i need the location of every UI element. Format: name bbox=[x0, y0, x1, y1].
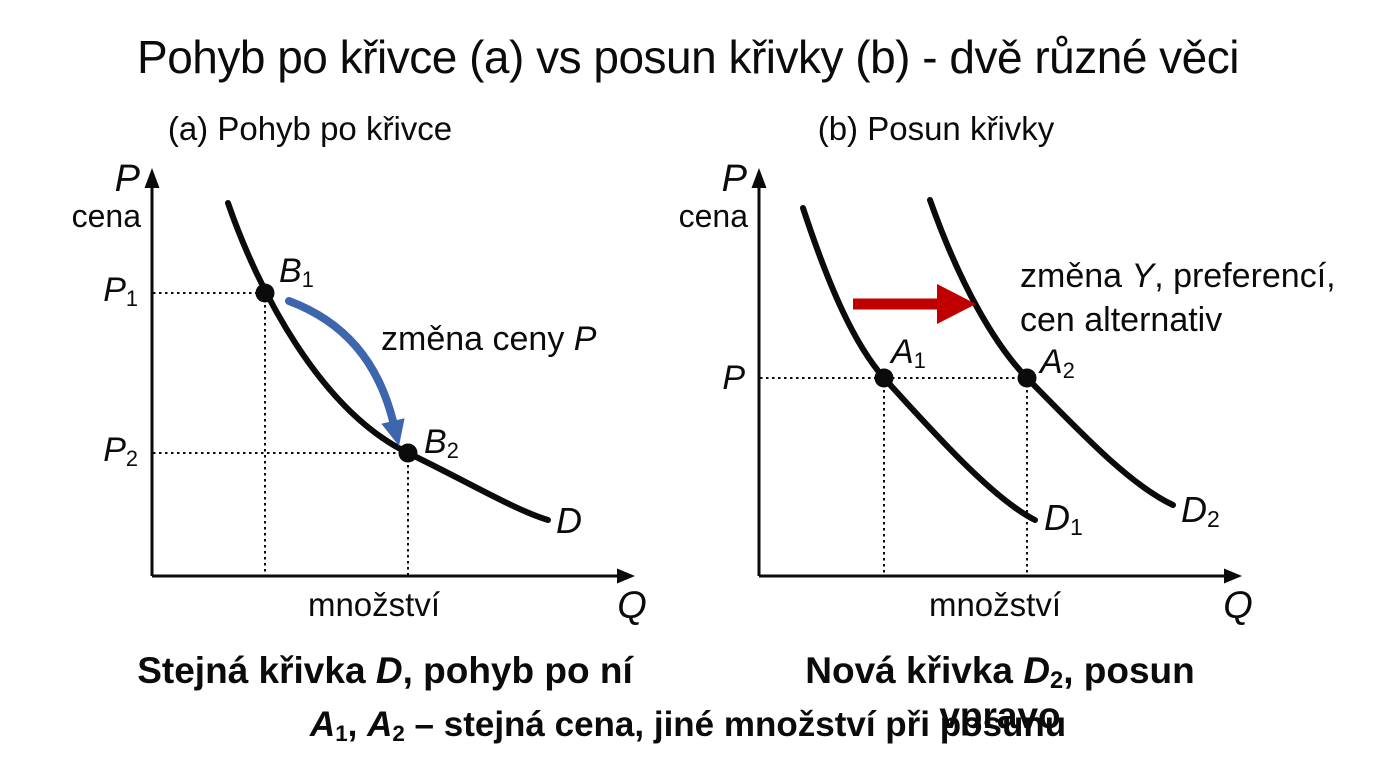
a-point-b1 bbox=[255, 283, 275, 303]
text-part: změna bbox=[1020, 257, 1132, 295]
text-part: D bbox=[1044, 497, 1070, 538]
b-x-axis-word: množství bbox=[928, 586, 1062, 623]
a-y-axis-letter: P bbox=[114, 158, 140, 200]
a-movement-arrow bbox=[285, 297, 397, 425]
a-price-p2-label: P2 bbox=[88, 431, 138, 471]
text-part: , preferencí, bbox=[1154, 257, 1336, 295]
text-part: změna ceny bbox=[381, 320, 574, 358]
text-part: 2 bbox=[1062, 357, 1075, 383]
b-curve-d1-label: D1 bbox=[1044, 497, 1083, 541]
b-point-a2 bbox=[1017, 368, 1037, 388]
panel-a-subtitle: (a) Pohyb po křivce bbox=[167, 110, 453, 147]
text-part: 2 bbox=[446, 437, 459, 463]
page-title: Pohyb po křivce (a) vs posun křivky (b) … bbox=[137, 31, 1239, 83]
a-x-axis-word: množství bbox=[307, 586, 441, 623]
b-shift-arrowhead-icon bbox=[937, 284, 976, 324]
b-x-axis-letter: Q bbox=[1223, 585, 1253, 627]
a-curve-d-label: D bbox=[556, 500, 582, 541]
b-y-axis-letter: P bbox=[721, 158, 747, 200]
b-price-p-label: P bbox=[705, 359, 745, 398]
text-part: , posun vpravo bbox=[939, 650, 1195, 737]
panel-a-caption: Stejná křivka D, pohyb po ní bbox=[135, 650, 635, 692]
a-x-axis-letter: Q bbox=[617, 585, 647, 627]
text-part: A bbox=[309, 705, 336, 744]
text-part: 2 bbox=[1050, 668, 1064, 695]
text-part: Nová křivka bbox=[805, 650, 1024, 691]
text-part: A bbox=[1040, 343, 1063, 381]
footer-note: A1, A2 – stejná cena, jiné množství při … bbox=[0, 705, 1376, 747]
a-x-axis-arrowhead-icon bbox=[617, 568, 635, 584]
text-part: D bbox=[556, 500, 582, 541]
text-part: A bbox=[367, 705, 393, 744]
b-shift-note-line1: změna Y, preferencí, bbox=[1020, 257, 1336, 296]
text-part: cen alternativ bbox=[1020, 301, 1223, 339]
text-part: B bbox=[279, 252, 302, 290]
text-part: 1 bbox=[301, 266, 314, 292]
text-part: P bbox=[722, 359, 745, 397]
text-part: 1 bbox=[1070, 514, 1083, 541]
text-part: 2 bbox=[125, 445, 138, 471]
text-part: D bbox=[375, 650, 403, 691]
panel-b-subtitle: (b) Posun křivky bbox=[817, 110, 1055, 147]
text-part: , bbox=[347, 705, 368, 744]
b-x-axis-arrowhead-icon bbox=[1224, 568, 1242, 584]
b-curve-d2-label: D2 bbox=[1181, 489, 1220, 533]
text-part: , pohyb po ní bbox=[402, 650, 633, 691]
a-y-axis-arrowhead-icon bbox=[144, 168, 160, 188]
text-part: D bbox=[1181, 489, 1207, 530]
text-part: 2 bbox=[1207, 506, 1220, 533]
text-part: A bbox=[891, 333, 914, 371]
b-point-a1-label: A1 bbox=[891, 333, 926, 373]
text-part: 1 bbox=[335, 720, 348, 746]
text-part: 1 bbox=[125, 285, 138, 311]
a-y-axis-word: cena bbox=[71, 198, 141, 234]
b-y-axis-word: cena bbox=[678, 198, 748, 234]
text-part: Stejná křivka bbox=[137, 650, 376, 691]
text-part: P bbox=[573, 320, 597, 358]
b-shift-note-line2: cen alternativ bbox=[1020, 301, 1222, 340]
text-part: Y bbox=[1131, 257, 1155, 295]
b-point-a2-label: A2 bbox=[1040, 343, 1075, 383]
a-point-b2 bbox=[398, 443, 418, 463]
text-part: 2 bbox=[392, 720, 405, 746]
a-point-b2-label: B2 bbox=[424, 423, 459, 463]
text-part: – stejná cena, jiné množství při posunu bbox=[404, 705, 1067, 744]
text-part: 1 bbox=[913, 347, 926, 373]
b-point-a1 bbox=[874, 368, 894, 388]
panel-b-caption: Nová křivka D2, posun vpravo bbox=[750, 650, 1250, 737]
a-demand-curve-d bbox=[225, 200, 551, 523]
text-part: P bbox=[103, 431, 126, 469]
text-part: B bbox=[424, 423, 447, 461]
b-y-axis-arrowhead-icon bbox=[751, 168, 767, 188]
text-part: D bbox=[1023, 650, 1051, 691]
a-movement-note: změna ceny P bbox=[381, 320, 596, 359]
a-movement-arrowhead-icon bbox=[381, 418, 405, 446]
text-part: P bbox=[103, 271, 126, 309]
a-price-p1-label: P1 bbox=[88, 271, 138, 311]
a-point-b1-label: B1 bbox=[279, 252, 314, 292]
